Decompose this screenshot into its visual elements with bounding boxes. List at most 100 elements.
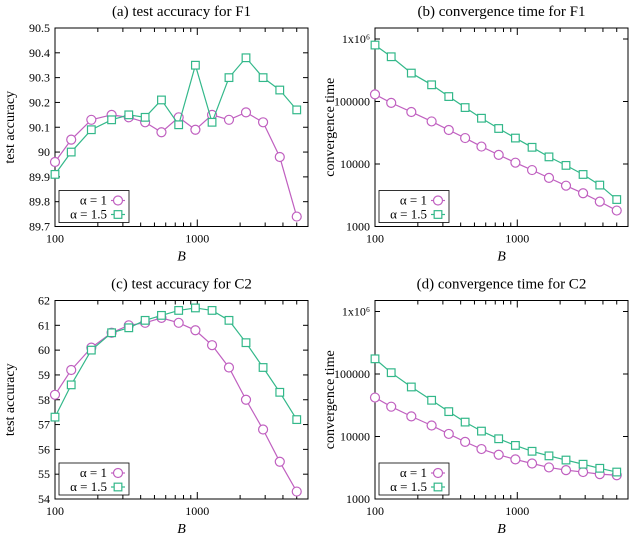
series-alpha1-marker — [387, 98, 396, 107]
series-alpha1-marker — [275, 457, 284, 466]
series-alpha1-marker — [612, 206, 621, 215]
series-alpha15-marker — [512, 442, 520, 450]
series-alpha1-marker — [371, 393, 380, 402]
series-alpha15-marker — [175, 307, 183, 315]
ylabel: test accuracy — [3, 91, 18, 164]
series-alpha15-marker — [242, 54, 250, 62]
series-alpha15-marker — [428, 81, 436, 89]
figure: (a) test accuracy for F189.789.889.99090… — [0, 0, 640, 545]
series-alpha1-marker — [174, 318, 183, 327]
series-alpha15-marker — [108, 116, 116, 124]
ylabel: test accuracy — [3, 363, 18, 436]
series-alpha15-marker — [125, 324, 133, 332]
series-alpha1-marker — [191, 326, 200, 335]
panel-d-title: (d) convergence time for C2 — [417, 277, 587, 293]
panel-a-title: (a) test accuracy for F1 — [112, 4, 251, 20]
series-alpha1-marker — [67, 135, 76, 144]
series-alpha15-marker — [613, 468, 621, 476]
panel-a: (a) test accuracy for F189.789.889.99090… — [3, 4, 308, 265]
panel-b-title: (b) convergence time for F1 — [418, 4, 586, 20]
ytick-label: 57 — [38, 418, 50, 432]
ytick-label: 90.5 — [29, 21, 50, 35]
ytick-label: 58 — [38, 393, 50, 407]
ytick-label: 90.4 — [29, 46, 50, 60]
legend-label-alpha15: α = 1.5 — [70, 479, 107, 494]
series-alpha1-marker — [579, 189, 588, 198]
series-alpha15-marker — [495, 435, 503, 443]
xtick-label: 100 — [366, 232, 384, 246]
xtick-label: 1000 — [185, 232, 209, 246]
series-alpha15-marker — [545, 452, 553, 460]
xlabel: B — [497, 250, 506, 265]
series-alpha1-marker — [292, 212, 301, 221]
legend-label-alpha1: α = 1 — [400, 465, 427, 480]
xtick-label: 1000 — [505, 504, 529, 518]
series-alpha1-marker — [259, 425, 268, 434]
series-alpha1-marker — [224, 363, 233, 372]
legend-sample-marker — [434, 483, 442, 491]
series-alpha15-marker — [461, 418, 469, 426]
series-alpha1-marker — [461, 437, 470, 446]
series-alpha15-marker — [51, 413, 59, 421]
ytick-label: 56 — [38, 442, 50, 456]
xtick-label: 1000 — [185, 504, 209, 518]
series-alpha15-marker — [67, 148, 75, 156]
series-alpha15-marker — [528, 143, 536, 151]
series-alpha15-marker — [87, 346, 95, 354]
series-alpha1-marker — [511, 158, 520, 167]
legend-sample-marker — [114, 469, 123, 478]
series-alpha1-marker — [562, 181, 571, 190]
series-alpha1-marker — [528, 459, 537, 468]
series-alpha1-marker — [387, 402, 396, 411]
series-alpha15-marker — [371, 355, 379, 363]
xlabel: B — [497, 522, 506, 537]
xlabel: B — [177, 522, 186, 537]
series-alpha1-marker — [242, 108, 251, 117]
series-alpha1-marker — [444, 125, 453, 134]
ytick-label: 55 — [38, 467, 50, 481]
panel-d: (d) convergence time for C21000100001000… — [323, 277, 628, 538]
series-alpha15-marker — [387, 369, 395, 377]
ytick-label: 90.2 — [29, 95, 50, 109]
legend-label-alpha1: α = 1 — [80, 465, 107, 480]
ylabel: convergence time — [323, 350, 338, 449]
series-alpha15-marker — [208, 118, 216, 126]
series-alpha1-marker — [544, 463, 553, 472]
series-alpha15-marker — [158, 96, 166, 104]
ylabel: convergence time — [323, 78, 338, 177]
series-alpha15-marker — [87, 126, 95, 134]
series-alpha15-marker — [293, 416, 301, 424]
ytick-label: 1x10⁶ — [342, 32, 370, 46]
series-alpha15-marker — [596, 464, 604, 472]
ytick-label: 60 — [38, 343, 50, 357]
series-alpha1-marker — [208, 341, 217, 350]
ytick-label: 90.3 — [29, 71, 50, 85]
series-alpha15-marker — [445, 408, 453, 416]
legend-label-alpha1: α = 1 — [400, 193, 427, 208]
xtick-label: 100 — [366, 504, 384, 518]
series-alpha15-marker — [158, 312, 166, 320]
series-alpha1-marker — [579, 468, 588, 477]
xlabel: B — [177, 250, 186, 265]
xtick-label: 100 — [46, 232, 64, 246]
series-alpha1-marker — [494, 450, 503, 459]
series-alpha1-marker — [191, 125, 200, 134]
ytick-label: 89.9 — [29, 170, 50, 184]
ytick-label: 61 — [38, 318, 50, 332]
xtick-label: 1000 — [505, 232, 529, 246]
series-alpha15-marker — [276, 388, 284, 396]
series-alpha1-marker — [511, 455, 520, 464]
series-alpha15-marker — [51, 171, 59, 179]
series-alpha15-marker — [141, 317, 149, 325]
series-alpha15-marker — [141, 114, 149, 122]
series-alpha1-marker — [461, 134, 470, 143]
series-alpha1-marker — [427, 421, 436, 430]
ytick-label: 59 — [38, 368, 50, 382]
series-alpha15-marker — [225, 74, 233, 82]
series-alpha15-marker — [259, 364, 267, 372]
series-alpha15-marker — [428, 396, 436, 404]
series-alpha15-marker — [125, 111, 133, 119]
ytick-label: 10000 — [340, 430, 370, 444]
series-alpha1-marker — [157, 128, 166, 137]
legend-sample-marker — [434, 196, 443, 205]
